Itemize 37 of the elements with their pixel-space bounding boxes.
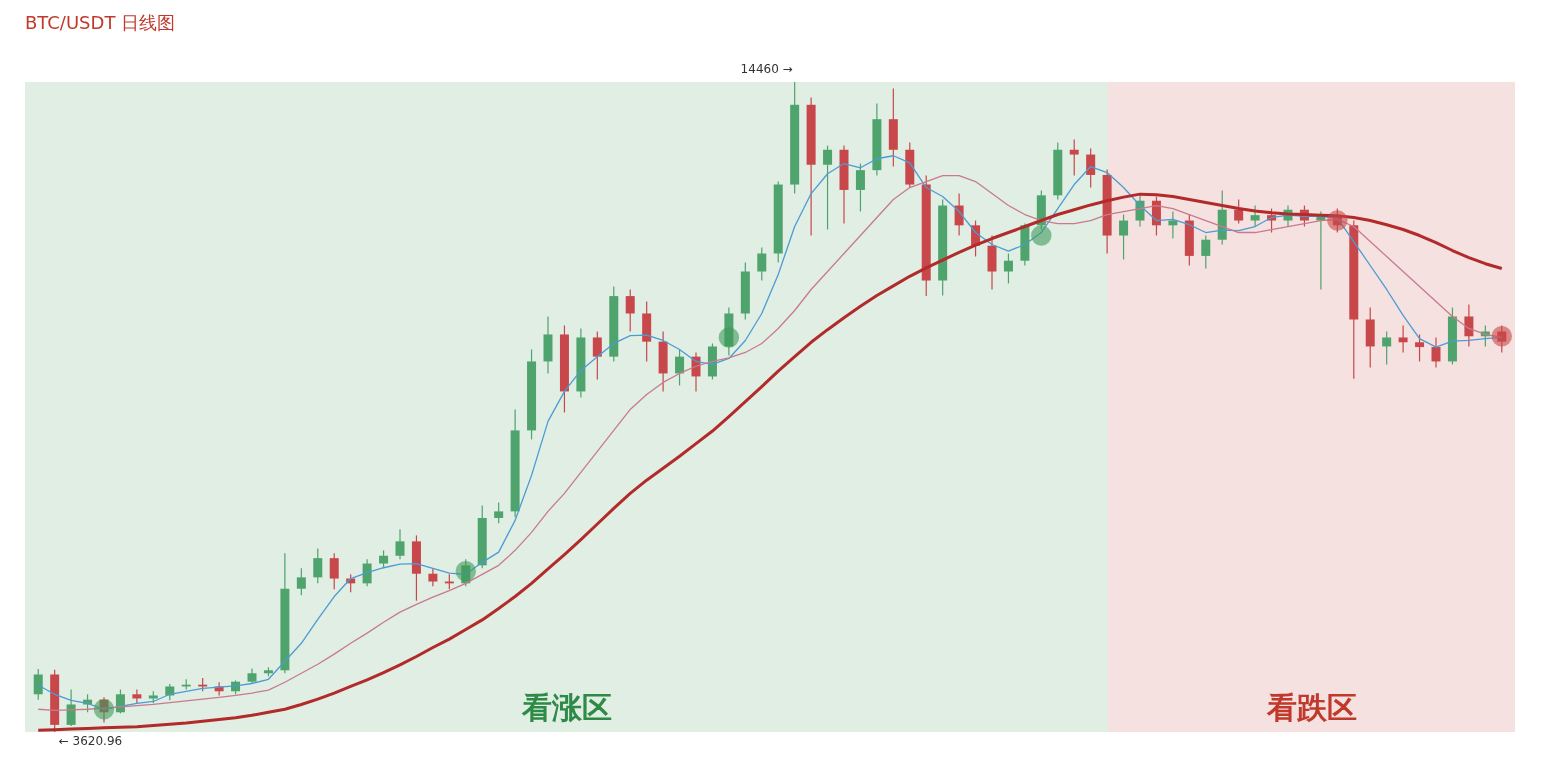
candlestick (1003, 252, 1013, 285)
candlestick (296, 567, 306, 596)
candlestick (1119, 213, 1129, 261)
candlestick (1497, 324, 1507, 354)
candlestick (823, 144, 833, 231)
point (718, 327, 740, 348)
candlestick (494, 501, 504, 524)
chart-title: BTC/USDT 日线图 (25, 12, 176, 33)
candlestick (625, 288, 635, 333)
candlestick (1250, 204, 1260, 228)
annotation: 看涨区 (520, 690, 612, 725)
candlestick (66, 688, 76, 727)
candlestick (1234, 198, 1244, 225)
candlestick (132, 688, 142, 704)
candlestick (313, 547, 323, 584)
candlestick (395, 528, 405, 560)
candlestick (1201, 234, 1211, 270)
candlestick (1431, 336, 1441, 369)
point (1491, 326, 1513, 347)
candlestick (1382, 330, 1392, 366)
candlestick (1415, 333, 1425, 363)
candlestick (1069, 138, 1079, 177)
annotation: ← 3620.96 (58, 734, 123, 748)
text: 14460 → (740, 62, 793, 76)
point (455, 561, 477, 582)
candlestick (1398, 324, 1408, 354)
annotation: 看跌区 (1265, 690, 1357, 725)
candlestick (855, 162, 865, 213)
point (1327, 210, 1348, 231)
candlestick (592, 330, 602, 381)
candlestick (33, 668, 43, 701)
point (1031, 225, 1052, 246)
candlestick (757, 246, 767, 282)
candlestick (675, 348, 685, 387)
point (93, 699, 115, 720)
candlestick (1464, 303, 1474, 348)
candlestick (329, 552, 339, 590)
